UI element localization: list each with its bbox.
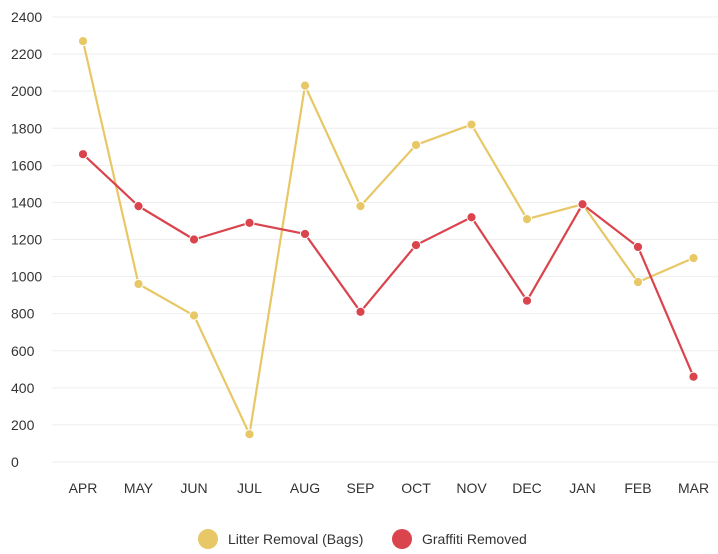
y-tick-label: 1200	[11, 232, 42, 248]
data-point[interactable]	[244, 217, 255, 228]
data-point[interactable]	[299, 80, 311, 91]
data-point[interactable]	[466, 212, 477, 223]
gridlines	[52, 16, 718, 463]
data-point[interactable]	[355, 306, 366, 317]
x-tick-label: OCT	[401, 480, 431, 496]
legend-label: Graffiti Removed	[422, 531, 527, 547]
y-tick-label: 1600	[11, 157, 42, 173]
x-tick-label: JUN	[180, 480, 207, 496]
data-point[interactable]	[577, 199, 588, 210]
series-2	[77, 149, 699, 382]
data-point[interactable]	[632, 277, 644, 288]
x-tick-label: DEC	[512, 480, 542, 496]
data-point[interactable]	[355, 201, 366, 212]
legend-label: Litter Removal (Bags)	[228, 531, 363, 547]
data-point[interactable]	[133, 201, 144, 212]
data-point[interactable]	[410, 239, 422, 251]
x-tick-label: JAN	[569, 480, 595, 496]
data-point[interactable]	[244, 429, 255, 440]
x-tick-label: JUL	[237, 480, 262, 496]
data-point[interactable]	[133, 278, 144, 290]
legend-item[interactable]: Graffiti Removed	[392, 529, 527, 549]
data-point[interactable]	[521, 295, 533, 306]
data-point[interactable]	[188, 234, 200, 245]
data-point[interactable]	[521, 214, 533, 225]
series-1	[77, 36, 699, 440]
data-point[interactable]	[299, 228, 311, 240]
data-point[interactable]	[188, 310, 200, 321]
legend-swatch	[392, 529, 412, 549]
legend-swatch	[198, 529, 218, 549]
x-tick-label: MAR	[678, 480, 709, 496]
x-tick-label: APR	[69, 480, 98, 496]
y-tick-label: 600	[11, 343, 35, 359]
y-tick-label: 200	[11, 417, 35, 433]
x-tick-label: FEB	[624, 480, 651, 496]
y-tick-label: 0	[11, 454, 19, 470]
y-axis-tick-labels: 0 200 400 600 800 1000 1200 1400 1600 1800 2000 220…	[11, 9, 42, 470]
series-line	[81, 40, 694, 436]
x-tick-label: AUG	[290, 480, 320, 496]
data-point[interactable]	[688, 252, 699, 264]
x-tick-label: MAY	[124, 480, 154, 496]
x-tick-label: NOV	[456, 480, 487, 496]
y-tick-label: 1000	[11, 269, 42, 285]
data-point[interactable]	[77, 149, 89, 160]
data-point[interactable]	[632, 241, 644, 253]
y-tick-label: 1400	[11, 194, 42, 210]
series-line	[82, 153, 695, 378]
y-tick-label: 800	[11, 306, 35, 322]
y-tick-label: 400	[11, 380, 35, 396]
legend-item[interactable]: Litter Removal (Bags)	[198, 529, 363, 549]
data-point[interactable]	[688, 371, 699, 382]
legend[interactable]: Litter Removal (Bags) Graffiti Removed	[198, 529, 527, 549]
y-tick-label: 2400	[11, 9, 42, 25]
data-point[interactable]	[466, 119, 477, 130]
data-point[interactable]	[77, 36, 89, 47]
y-tick-label: 1800	[11, 120, 42, 136]
data-point[interactable]	[410, 139, 422, 151]
series-lines	[77, 36, 699, 440]
y-tick-label: 2000	[11, 83, 42, 99]
x-tick-label: SEP	[346, 480, 374, 496]
y-tick-label: 2200	[11, 46, 42, 62]
x-axis-tick-labels: APR MAY JUN JUL AUG SEP OCT NOV DEC JAN FEB MAR	[69, 480, 709, 496]
